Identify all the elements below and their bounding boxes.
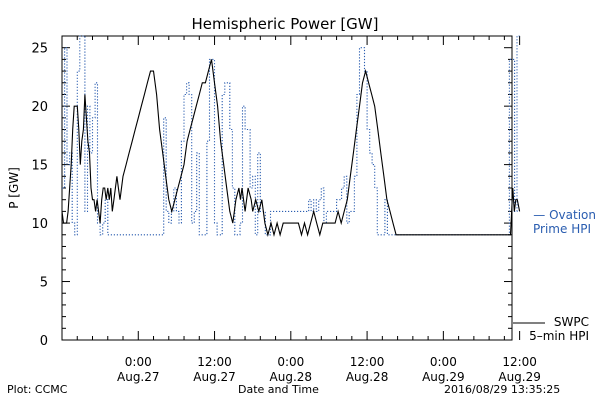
x-tick-date: Aug.29 bbox=[498, 370, 541, 384]
x-tick-date: Aug.28 bbox=[346, 370, 389, 384]
x-tick-time: 0:00 bbox=[277, 355, 304, 369]
y-tick-label: 25 bbox=[31, 42, 48, 57]
timestamp: 2016/08/29 13:35:25 bbox=[444, 383, 561, 396]
legend-swpc-line1: SWPC bbox=[554, 315, 589, 329]
axes: 05101520250:00Aug.2712:00Aug.270:00Aug.2… bbox=[31, 35, 541, 384]
x-tick-time: 0:00 bbox=[430, 355, 457, 369]
y-tick-label: 15 bbox=[31, 159, 48, 174]
x-axis-label: Date and Time bbox=[238, 383, 319, 396]
plot-credit: Plot: CCMC bbox=[7, 383, 68, 396]
y-tick-label: 10 bbox=[31, 217, 48, 232]
series-line-swpc bbox=[61, 59, 521, 237]
x-tick-date: Aug.28 bbox=[270, 370, 313, 384]
y-tick-label: 5 bbox=[40, 276, 48, 291]
legend-ovation-line2: Prime HPI bbox=[533, 222, 591, 236]
x-tick-date: Aug.27 bbox=[117, 370, 160, 384]
x-tick-time: 12:00 bbox=[350, 355, 385, 369]
y-tick-label: 0 bbox=[40, 334, 48, 349]
y-tick-label: 20 bbox=[31, 100, 48, 115]
legend-swpc-line2: 5–min HPI bbox=[529, 329, 589, 343]
x-tick-time: 12:00 bbox=[502, 355, 537, 369]
series-group bbox=[61, 35, 521, 237]
chart-title: Hemispheric Power [GW] bbox=[192, 15, 379, 33]
y-axis-label: P [GW] bbox=[7, 167, 21, 209]
series-line-ovation-prime bbox=[62, 35, 520, 236]
plot-frame bbox=[61, 35, 513, 341]
x-tick-time: 0:00 bbox=[125, 355, 152, 369]
legend-ovation-line1: — Ovation bbox=[533, 208, 596, 222]
x-tick-date: Aug.29 bbox=[422, 370, 465, 384]
x-tick-date: Aug.27 bbox=[193, 370, 236, 384]
x-tick-time: 12:00 bbox=[197, 355, 232, 369]
